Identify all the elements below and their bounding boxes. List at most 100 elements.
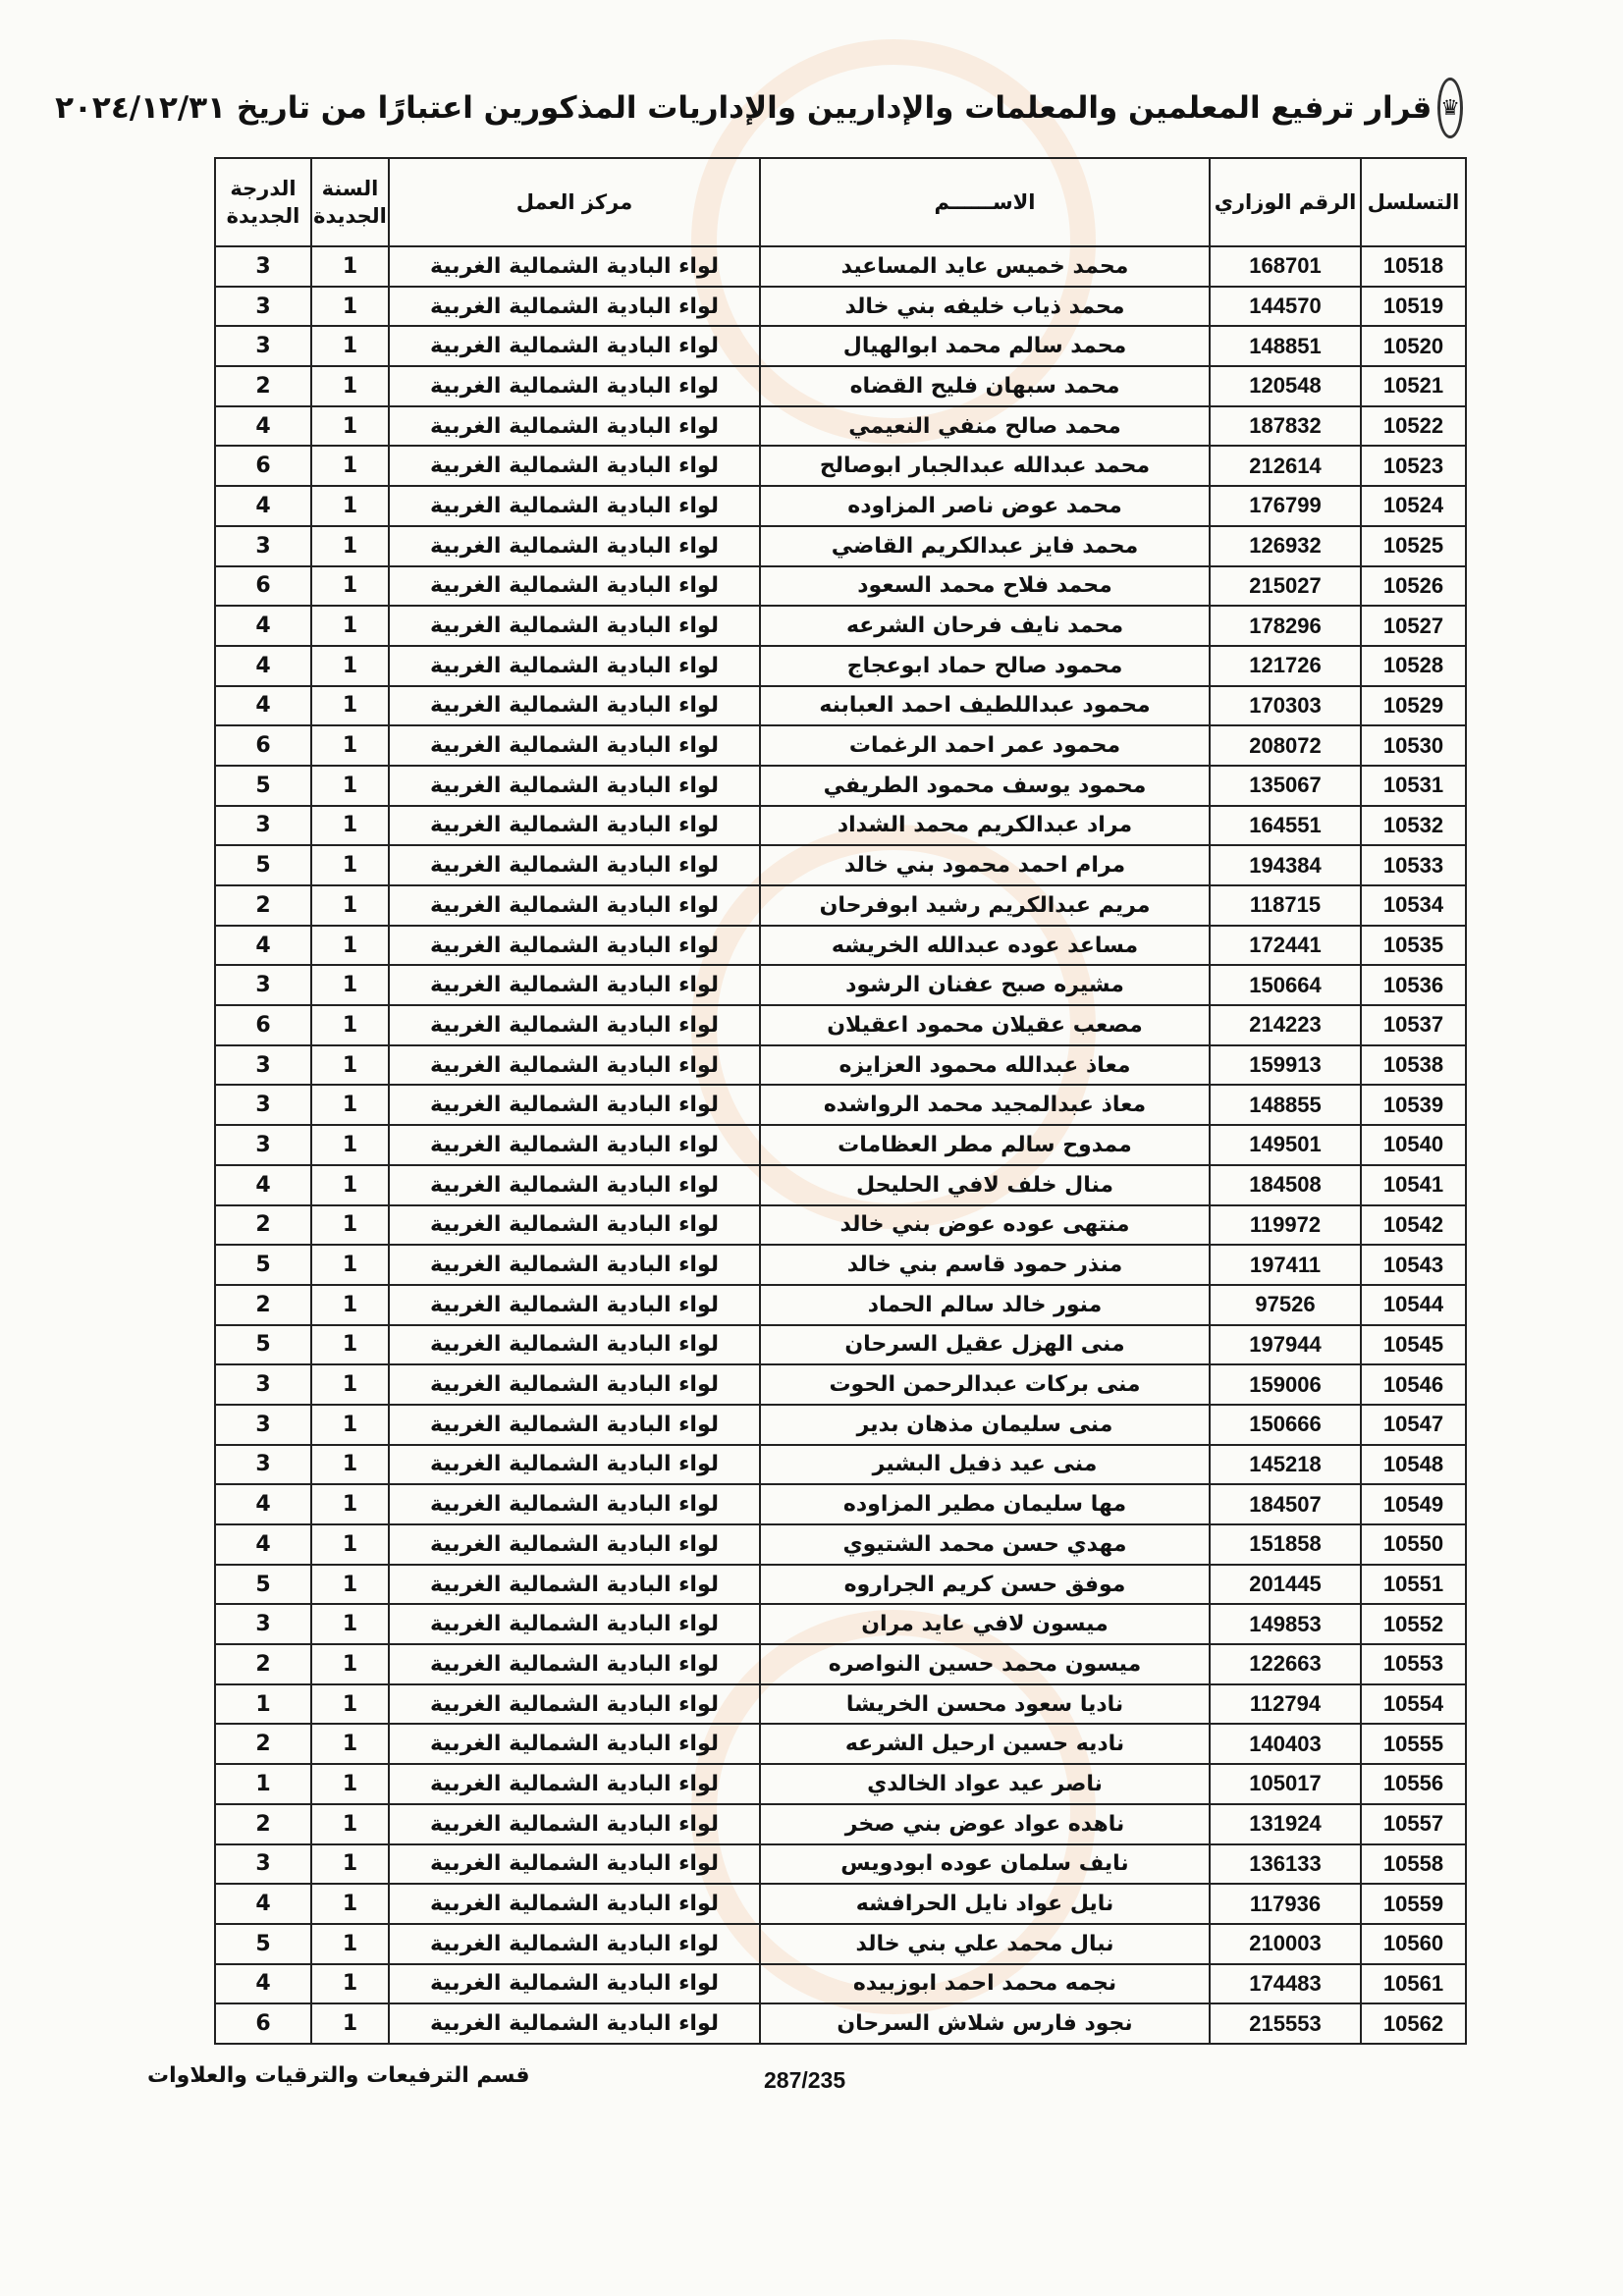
cell-serial: 10533 xyxy=(1360,844,1467,886)
cell-serial: 10518 xyxy=(1360,245,1467,288)
cell-serial: 10531 xyxy=(1360,764,1467,807)
table-row: 10561 174483 نجمه محمد احمد ابوزبيده لواء ا… xyxy=(214,1962,1467,2005)
cell-new-grade: 3 xyxy=(214,245,312,288)
cell-new-year: 1 xyxy=(310,285,390,328)
cell-serial: 10528 xyxy=(1360,644,1467,687)
table-row: 10538 159913 معاذ عبدالله محمود العزايزه لو… xyxy=(214,1043,1467,1087)
cell-new-grade: 5 xyxy=(214,1922,312,1965)
cell-new-year: 1 xyxy=(310,964,390,1007)
cell-new-grade: 5 xyxy=(214,1323,312,1366)
cell-ministry-number: 150666 xyxy=(1209,1403,1362,1446)
cell-ministry-number: 215027 xyxy=(1209,564,1362,608)
cell-work-center: لواء البادية الشمالية الغربية xyxy=(388,1084,761,1127)
cell-new-year: 1 xyxy=(310,724,390,767)
cell-work-center: لواء البادية الشمالية الغربية xyxy=(388,605,761,647)
cell-new-year: 1 xyxy=(310,1124,390,1166)
cell-new-grade: 2 xyxy=(214,1643,312,1685)
cell-new-year: 1 xyxy=(310,1603,390,1646)
cell-work-center: لواء البادية الشمالية الغربية xyxy=(388,1842,761,1886)
table-row: 10559 117936 نايل عواد نايل الحرافشه لواء ا… xyxy=(214,1883,1467,1925)
cell-ministry-number: 145218 xyxy=(1209,1443,1362,1486)
cell-new-year: 1 xyxy=(310,1842,390,1886)
cell-ministry-number: 120548 xyxy=(1209,365,1362,407)
cell-name: مريم عبدالكريم رشيد ابوفرحان xyxy=(759,884,1211,927)
cell-work-center: لواء البادية الشمالية الغربية xyxy=(388,644,761,687)
table-row: 10547 150666 منى سليمان مذهان بدير لواء الب… xyxy=(214,1403,1467,1446)
cell-serial: 10523 xyxy=(1360,445,1467,488)
cell-name: مهدي حسن محمد الشتيوي xyxy=(759,1523,1211,1566)
cell-ministry-number: 197411 xyxy=(1209,1244,1362,1286)
cell-new-grade: 4 xyxy=(214,1883,312,1925)
cell-ministry-number: 148851 xyxy=(1209,325,1362,368)
cell-new-grade: 6 xyxy=(214,564,312,608)
page-number: 287/235 xyxy=(764,2067,846,2093)
table-header-row: التسلسل الرقم الوزاري الاســــــم مركز ا… xyxy=(214,157,1467,247)
ministry-seal-icon: ♛ xyxy=(1437,78,1463,138)
cell-new-year: 1 xyxy=(310,764,390,807)
cell-serial: 10540 xyxy=(1360,1124,1467,1166)
cell-serial: 10535 xyxy=(1360,924,1467,967)
cell-new-grade: 3 xyxy=(214,1363,312,1406)
cell-serial: 10547 xyxy=(1360,1403,1467,1446)
cell-ministry-number: 112794 xyxy=(1209,1682,1362,1726)
cell-serial: 10534 xyxy=(1360,884,1467,927)
cell-name: محمد ذياب خليفه بني خالد xyxy=(759,285,1211,328)
cell-name: ناديا سعود محسن الخريشا xyxy=(759,1682,1211,1726)
cell-work-center: لواء البادية الشمالية الغربية xyxy=(388,285,761,328)
cell-new-year: 1 xyxy=(310,884,390,927)
cell-work-center: لواء البادية الشمالية الغربية xyxy=(388,245,761,288)
cell-ministry-number: 170303 xyxy=(1209,684,1362,727)
cell-new-grade: 3 xyxy=(214,964,312,1007)
cell-name: منذر حمود قاسم بني خالد xyxy=(759,1244,1211,1286)
cell-new-grade: 4 xyxy=(214,924,312,967)
cell-name: محمد عبدالله عبدالجبار ابوصالح xyxy=(759,445,1211,488)
cell-serial: 10527 xyxy=(1360,605,1467,647)
table-row: 10526 215027 محمد فلاح محمد السعود لواء الب… xyxy=(214,564,1467,608)
cell-work-center: لواء البادية الشمالية الغربية xyxy=(388,844,761,886)
table-row: 10535 172441 مساعد عوده عبدالله الخريشه لوا… xyxy=(214,924,1467,967)
cell-new-year: 1 xyxy=(310,325,390,368)
cell-work-center: لواء البادية الشمالية الغربية xyxy=(388,1363,761,1406)
cell-ministry-number: 184508 xyxy=(1209,1163,1362,1206)
cell-new-grade: 3 xyxy=(214,285,312,328)
cell-serial: 10538 xyxy=(1360,1043,1467,1087)
cell-serial: 10549 xyxy=(1360,1483,1467,1525)
table-row: 10540 149501 ممدوح سالم مطر العظامات لواء ا… xyxy=(214,1124,1467,1166)
cell-serial: 10537 xyxy=(1360,1004,1467,1046)
cell-name: محمد سبهان فليح القضاه xyxy=(759,365,1211,407)
cell-name: ممدوح سالم مطر العظامات xyxy=(759,1124,1211,1166)
cell-work-center: لواء البادية الشمالية الغربية xyxy=(388,1124,761,1166)
cell-work-center: لواء البادية الشمالية الغربية xyxy=(388,1643,761,1685)
cell-work-center: لواء البادية الشمالية الغربية xyxy=(388,1403,761,1446)
cell-serial: 10552 xyxy=(1360,1603,1467,1646)
cell-name: منال خلف لافي الحليحل xyxy=(759,1163,1211,1206)
cell-name: نجمه محمد احمد ابوزبيده xyxy=(759,1962,1211,2005)
cell-ministry-number: 105017 xyxy=(1209,1763,1362,1805)
cell-new-grade: 2 xyxy=(214,365,312,407)
cell-new-grade: 6 xyxy=(214,445,312,488)
cell-work-center: لواء البادية الشمالية الغربية xyxy=(388,1323,761,1366)
cell-name: محمد سالم محمد ابوالهيال xyxy=(759,325,1211,368)
cell-new-grade: 4 xyxy=(214,404,312,448)
cell-serial: 10541 xyxy=(1360,1163,1467,1206)
cell-new-year: 1 xyxy=(310,1203,390,1247)
document-header: ♛ قرار ترفيع المعلمين والمعلمات والإداري… xyxy=(55,78,1463,138)
table-row: 10541 184508 منال خلف لافي الحليحل لواء الب… xyxy=(214,1163,1467,1206)
cell-ministry-number: 176799 xyxy=(1209,485,1362,527)
cell-ministry-number: 187832 xyxy=(1209,404,1362,448)
cell-new-year: 1 xyxy=(310,844,390,886)
table-row: 10553 122663 ميسون محمد حسين النواصره لواء … xyxy=(214,1643,1467,1685)
cell-new-year: 1 xyxy=(310,1443,390,1486)
cell-work-center: لواء البادية الشمالية الغربية xyxy=(388,684,761,727)
cell-serial: 10546 xyxy=(1360,1363,1467,1406)
table-row: 10543 197411 منذر حمود قاسم بني خالد لواء ا… xyxy=(214,1244,1467,1286)
cell-ministry-number: 131924 xyxy=(1209,1802,1362,1845)
cell-new-grade: 2 xyxy=(214,1723,312,1766)
cell-ministry-number: 208072 xyxy=(1209,724,1362,767)
cell-new-year: 1 xyxy=(310,1883,390,1925)
cell-ministry-number: 121726 xyxy=(1209,644,1362,687)
cell-ministry-number: 184507 xyxy=(1209,1483,1362,1525)
cell-name: محمد صالح منفي النعيمي xyxy=(759,404,1211,448)
table-row: 10554 112794 ناديا سعود محسن الخريشا لواء ا… xyxy=(214,1682,1467,1726)
cell-serial: 10524 xyxy=(1360,485,1467,527)
